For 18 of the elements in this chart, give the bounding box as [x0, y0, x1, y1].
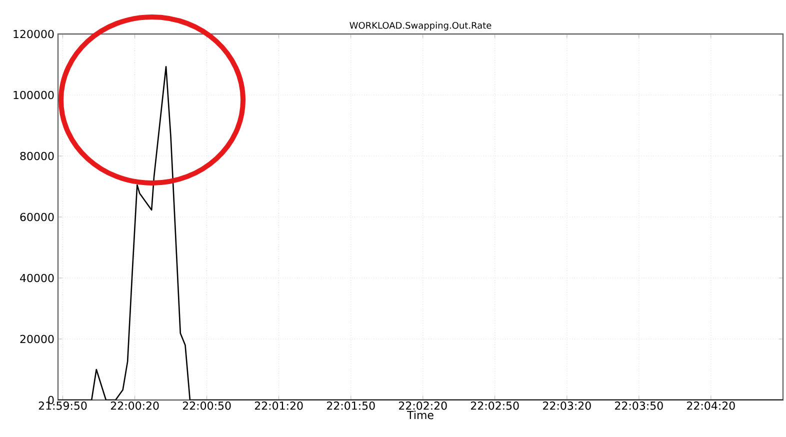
y-tick-label: 60000	[20, 212, 54, 222]
x-tick-label: 22:02:50	[470, 402, 519, 410]
x-axis-title: Time	[407, 410, 434, 420]
x-tick-label: 22:02:20	[398, 402, 447, 410]
y-tick-label: 100000	[14, 90, 54, 100]
y-tick-label: 120000	[14, 30, 54, 38]
x-tick-label: 22:01:50	[326, 402, 375, 410]
x-tick-label: 22:01:20	[254, 402, 303, 410]
y-tick-label: 80000	[20, 152, 54, 160]
y-tick-label: 40000	[20, 274, 54, 282]
y-tick-label: 20000	[20, 334, 54, 344]
chart-title: WORKLOAD.Swapping.Out.Rate	[350, 22, 492, 30]
x-tick-label: 22:04:20	[687, 402, 735, 410]
x-tick-label: 22:03:20	[543, 402, 591, 410]
x-tick-label: 22:03:50	[615, 402, 663, 410]
x-tick-label: 22:00:20	[110, 402, 159, 410]
line-series	[58, 66, 784, 400]
x-tick-label: 22:00:50	[182, 402, 231, 410]
